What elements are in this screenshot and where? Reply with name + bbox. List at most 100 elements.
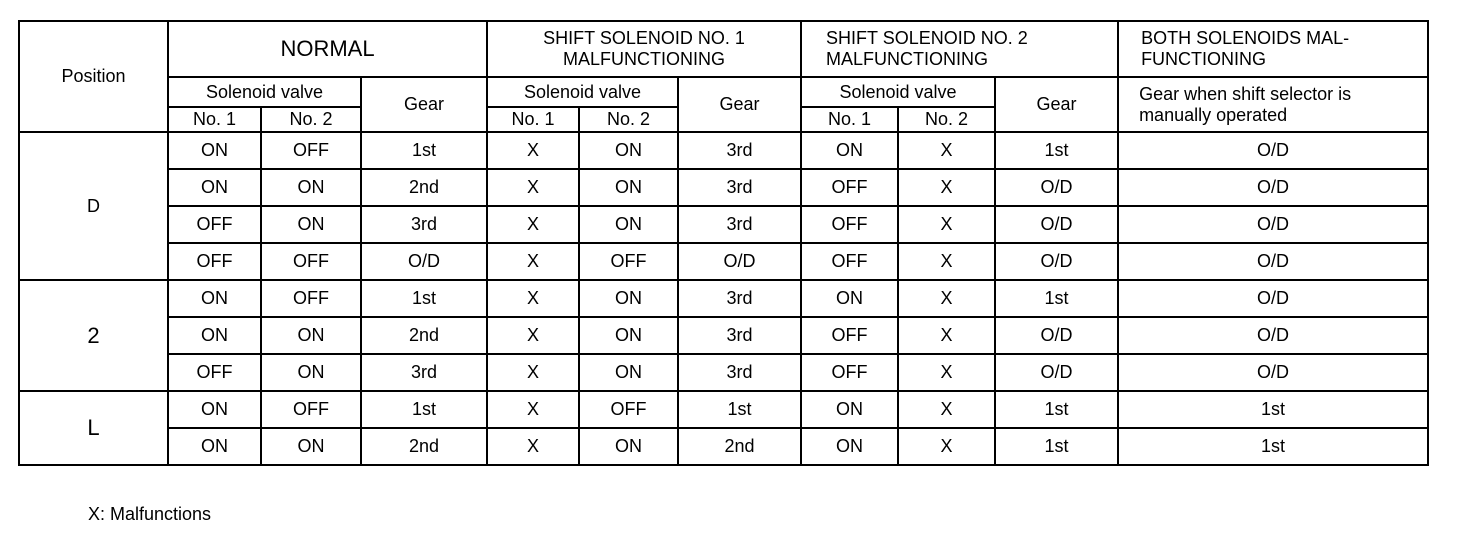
table-cell: O/D [1117,242,1430,281]
table-cell: OFF [800,316,900,355]
table-cell: ON [578,168,680,207]
table-row: ON ON 2nd X ON 3rd OFF X O/D O/D [19,168,1430,207]
table-cell: X [486,279,581,318]
table-cell: X [486,316,581,355]
table-cell: ON [800,131,900,170]
table-row: 2 ON OFF 1st X ON 3rd ON X 1st O/D [18,279,1430,392]
sol1-solenoid-valve-header: Solenoid valve [486,76,680,108]
table-row: OFF OFF O/D X OFF O/D OFF X O/D O/D [19,242,1430,281]
table-cell: 3rd [677,316,803,355]
table-cell: ON [578,131,680,170]
table-cell: ON [578,353,680,392]
table-cell: ON [260,168,362,207]
table-cell: O/D [1117,168,1430,207]
table-cell: OFF [260,131,362,170]
table-cell: O/D [359,242,489,281]
sol2-no1-header: No. 1 [800,106,900,133]
table-cell: 1st [359,390,489,429]
table-cell: ON [800,390,900,429]
table-cell: OFF [800,353,900,392]
table-cell: O/D [994,168,1120,207]
table-cell: ON [578,316,680,355]
table-cell: OFF [578,242,680,281]
table-cell: X [897,131,997,170]
table-cell: X [486,168,581,207]
sol1-gear-header: Gear [677,76,803,133]
table-cell: 1st [677,390,803,429]
table-row: ON ON 2nd X ON 2nd ON X 1st 1st [19,427,1430,466]
table-cell: ON [578,279,680,318]
table-row: OFF ON 3rd X ON 3rd OFF X O/D O/D [19,205,1430,244]
table-cell: ON [260,316,362,355]
table-cell: 2nd [359,316,489,355]
table-cell: O/D [1117,279,1430,318]
table-cell: O/D [994,316,1120,355]
table-cell: ON [167,427,262,466]
table-cell: ON [800,279,900,318]
table-cell: 2nd [359,427,489,466]
table-cell: X [897,390,997,429]
table-cell: 1st [1117,390,1430,429]
table-cell: ON [800,427,900,466]
table-cell: X [486,242,581,281]
sol2-gear-header: Gear [994,76,1120,133]
table-cell: ON [260,353,362,392]
table-cell: 2nd [359,168,489,207]
both-gear-header: Gear when shift selector is manually ope… [1117,76,1430,133]
table-cell: X [486,205,581,244]
sol1-no1-header: No. 1 [486,106,581,133]
normal-gear-header: Gear [359,76,489,133]
table-cell: X [486,353,581,392]
table-cell: OFF [260,242,362,281]
table-row: ON ON 2nd X ON 3rd OFF X O/D O/D [19,316,1430,355]
footnote: X: Malfunctions [88,504,212,524]
table-cell: O/D [677,242,803,281]
table-row: OFF ON 3rd X ON 3rd OFF X O/D O/D [19,353,1430,392]
table-cell: 3rd [677,131,803,170]
table-cell: 2nd [677,427,803,466]
table-cell: ON [578,427,680,466]
table-cell: OFF [800,242,900,281]
table-cell: O/D [994,353,1120,392]
table-cell: X [486,427,581,466]
sol2-header: SHIFT SOLENOID NO. 2 MALFUNCTIONING [800,20,1120,78]
table-cell: ON [578,205,680,244]
table-cell: 3rd [359,353,489,392]
position-cell: L [18,390,169,466]
table-cell: ON [167,316,262,355]
table-cell: X [897,242,997,281]
table-cell: X [486,131,581,170]
sol1-header: SHIFT SOLENOID NO. 1 MALFUNCTIONING [486,20,803,78]
table-cell: 3rd [359,205,489,244]
table-cell: O/D [1117,131,1430,170]
table-cell: 1st [1117,427,1430,466]
table-cell: X [897,279,997,318]
table-cell: X [897,427,997,466]
table-cell: X [897,316,997,355]
table-cell: 3rd [677,205,803,244]
table-cell: 1st [359,131,489,170]
sol2-no2-header: No. 2 [897,106,997,133]
both-header: BOTH SOLENOIDS MAL-FUNCTIONING [1117,20,1430,78]
table-cell: O/D [1117,316,1430,355]
table-cell: X [897,353,997,392]
table-cell: ON [167,168,262,207]
table-cell: 3rd [677,353,803,392]
table-cell: O/D [1117,353,1430,392]
table-cell: O/D [994,242,1120,281]
table-cell: 1st [994,131,1120,170]
table-cell: OFF [260,390,362,429]
normal-header: NORMAL [166,20,489,78]
table-cell: 3rd [677,168,803,207]
table-cell: OFF [800,168,900,207]
table-cell: ON [260,205,362,244]
normal-solenoid-valve-header: Solenoid valve [167,76,362,108]
table-cell: OFF [167,242,262,281]
table-cell: ON [167,131,262,170]
position-header: Position [18,20,169,133]
table-cell: 1st [994,427,1120,466]
table-cell: ON [167,279,262,318]
table-cell: OFF [578,390,680,429]
table-cell: ON [167,390,262,429]
table-cell: X [897,205,997,244]
